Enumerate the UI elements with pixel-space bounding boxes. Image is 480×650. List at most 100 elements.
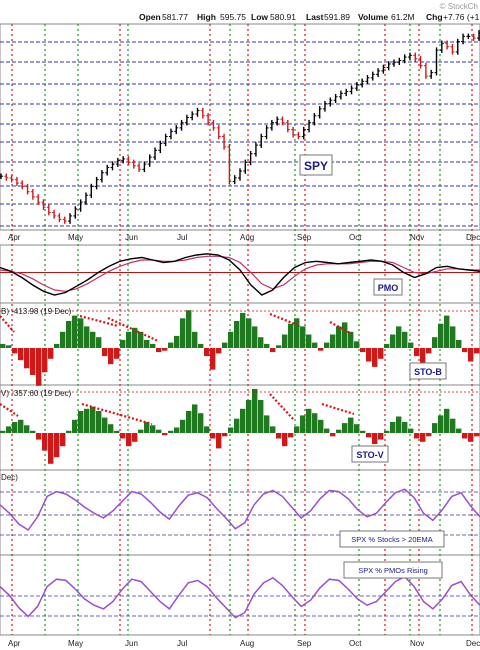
trend-annotation [107,317,159,342]
stov-histogram-bar [156,429,162,433]
stov-histogram-bar [288,433,294,438]
stov-histogram-bar [144,422,150,433]
stob-histogram-bar [294,318,300,348]
stob-histogram-bar [36,348,42,386]
stob-histogram-bar [156,348,162,353]
stob-histogram-bar [108,348,114,365]
pmo-label: PMO [378,283,399,293]
stob-histogram-bar [402,331,408,348]
stob-histogram-bar [42,348,48,373]
stob-histogram-bar [48,348,54,359]
watermark: © StockCh [440,2,478,11]
stob-label: STO-B [414,367,442,377]
month-axis-bottom: Apr May Jun Jul Aug Sep Oct Nov Dec [8,639,480,648]
stob-histogram-bar [336,326,342,348]
stov-histogram-bar [438,415,444,433]
stov-histogram-bar [336,429,342,433]
trend-annotation [269,393,295,421]
breadth-header: Dec) [1,473,18,482]
stov-histogram-bar [258,400,264,433]
stob-histogram-bar [312,342,318,348]
stob-histogram-bar [144,339,150,348]
breadth-bottom-label: SPX % PMOs Rising [358,566,428,575]
stov-histogram-bar [396,416,402,433]
stov-histogram-bar [414,433,420,439]
stob-histogram-bar [426,348,432,354]
breadth-bottom-frame [0,554,480,636]
stov-histogram-bar [6,426,12,433]
volume-value: 61.2M [391,12,415,22]
panel-frames [0,23,480,636]
stob-histogram-bar [120,339,126,348]
high-value: 595.75 [220,12,246,22]
spy-label-box: SPY [299,154,333,176]
stov-histogram-bar [462,433,468,439]
stov-histogram-bar [270,426,276,433]
stov-histogram-bar [216,433,222,449]
stov-histogram-bar [276,433,282,439]
stov-label: STO-V [356,450,383,460]
month-tick-label: Jul [177,639,187,648]
stob-histogram-bar [378,348,384,359]
stov-histogram-bar [162,433,168,436]
stov-histogram-bar [324,428,330,433]
pmo-lines [0,253,480,296]
breadth-bottom-label-box: SPX % PMOs Rising [343,561,443,579]
stov-histogram-bar [408,428,414,433]
stov-histogram-bar [384,430,390,433]
stob-histogram-bar [324,342,330,348]
stov-histogram-bar [168,430,174,433]
stob-histogram-bar [348,331,354,348]
month-tick-label: Nov [410,233,424,242]
month-tick-label: Oct [349,233,362,242]
stob-histogram-bar [396,326,402,348]
month-tick-label: May [68,639,83,648]
stob-histogram-bar [6,345,12,348]
stov-histogram-bar [150,425,156,433]
stov-histogram-bar [432,423,438,433]
stov-histogram-bar [54,433,60,458]
stob-label-box: STO-B [409,362,447,380]
stov-histogram [0,389,480,464]
stob-histogram-bar [12,348,18,354]
stob-histogram-bar [432,337,438,348]
stob-histogram-bar [384,343,390,348]
stov-histogram-bar [24,425,30,433]
stov-histogram-bar [210,433,216,439]
stob-histogram-bar [78,318,84,348]
stob-histogram-bar [66,321,72,348]
stob-histogram-bar [102,348,108,357]
stob-histogram-bar [132,327,138,349]
stov-histogram-bar [126,433,132,447]
quote-header: Open 581.77 High 595.75 Low 580.91 Last … [139,12,480,22]
month-tick-label: Oct [349,639,362,648]
month-tick-label: Dec [466,233,480,242]
stov-histogram-bar [66,430,72,433]
stov-histogram-bar [192,404,198,433]
stob-histogram-bar [276,345,282,348]
stov-histogram-bar [120,433,126,439]
stob-header: B) -413.98 (19 Dec) [1,307,72,316]
stob-histogram-bar [342,322,348,349]
stob-histogram-bar [282,334,288,348]
stob-histogram-bar [468,348,474,362]
stob-histogram-bar [186,310,192,348]
stob-histogram-bar [90,331,96,348]
stob-histogram-bar [456,339,462,348]
stov-histogram-bar [294,426,300,433]
stov-histogram-bar [132,433,138,442]
stov-histogram-bar [390,422,396,433]
low-value: 580.91 [270,12,296,22]
trend-annotation [269,312,301,328]
stov-histogram-bar [18,419,24,433]
stob-histogram-bar [450,326,456,348]
stov-histogram-bar [330,433,336,437]
stov-histogram-bar [180,419,186,433]
stob-histogram-bar [18,348,24,361]
stob-histogram-bar [30,348,36,375]
stov-histogram-bar [366,433,372,438]
month-tick-label: Aug [240,233,254,242]
stob-histogram-bar [246,318,252,348]
stov-histogram-bar [444,408,450,433]
